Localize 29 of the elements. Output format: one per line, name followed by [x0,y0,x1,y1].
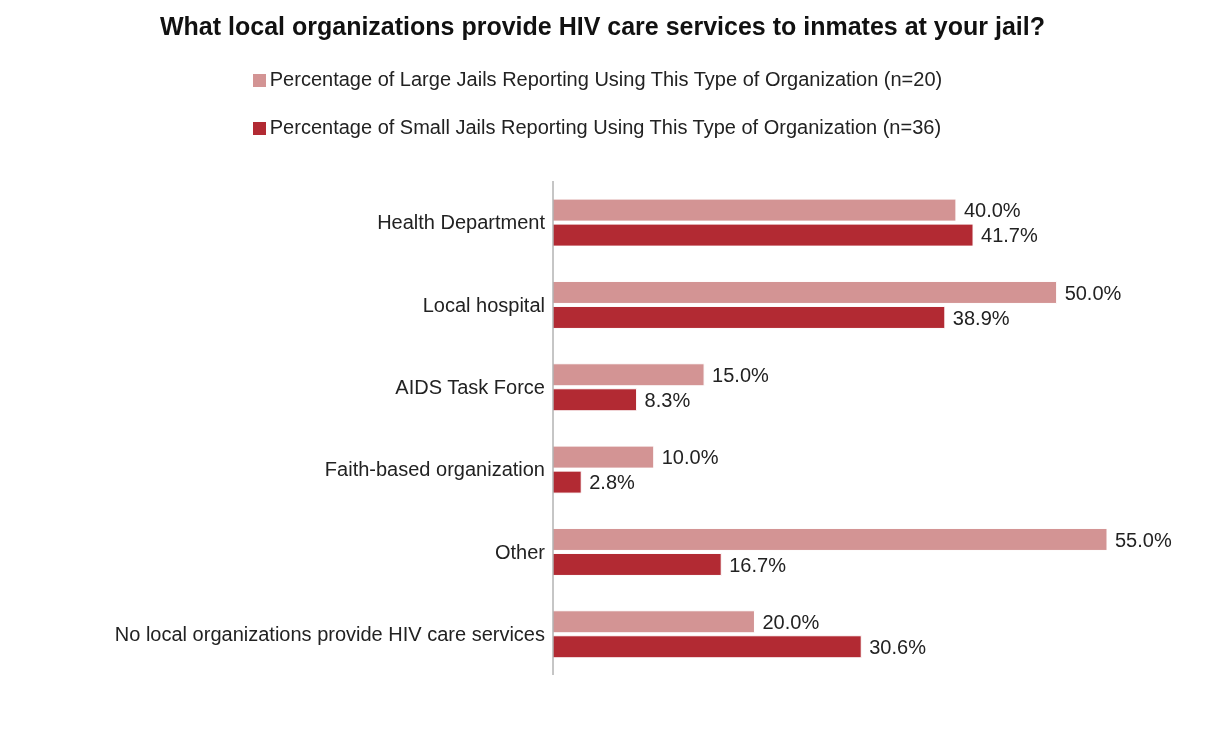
data-label: 50.0% [1064,281,1122,304]
data-label: 55.0% [1115,528,1172,551]
y-tick-label: Faith-based organization [324,458,545,481]
data-label: 20.0% [762,610,820,633]
data-label: 30.6% [869,635,927,658]
data-label: 16.7% [729,553,787,576]
bar [553,305,946,329]
data-label: 41.7% [981,224,1038,247]
y-tick-label: AIDS Task Force [395,375,545,398]
legend-label: Percentage of Large Jails Reporting Using This Type of Organization (n=20) [269,68,943,90]
bar [553,280,1058,304]
bar [553,388,638,412]
bar [553,610,755,634]
data-label: 40.0% [963,199,1021,222]
y-tick-label: Other [494,540,546,563]
bar [553,527,1107,551]
data-label: 10.0% [661,446,719,469]
chart-title: What local organizations provide HIV care services to inmates at your jail? [159,11,1046,42]
data-label: 8.3% [644,388,691,411]
bar [553,552,722,576]
data-label: 38.9% [952,306,1010,329]
legend-label: Percentage of Small Jails Reporting Using This Type of Organization (n=36) [269,116,942,138]
y-tick-label: Health Department [377,211,546,234]
data-label: 2.8% [589,471,636,494]
y-tick-label: Local hospital [422,293,545,316]
bar [553,635,862,659]
y-tick-label: No local organizations provide HIV care services [114,622,545,645]
bar [553,363,705,387]
data-label: 15.0% [712,363,770,386]
